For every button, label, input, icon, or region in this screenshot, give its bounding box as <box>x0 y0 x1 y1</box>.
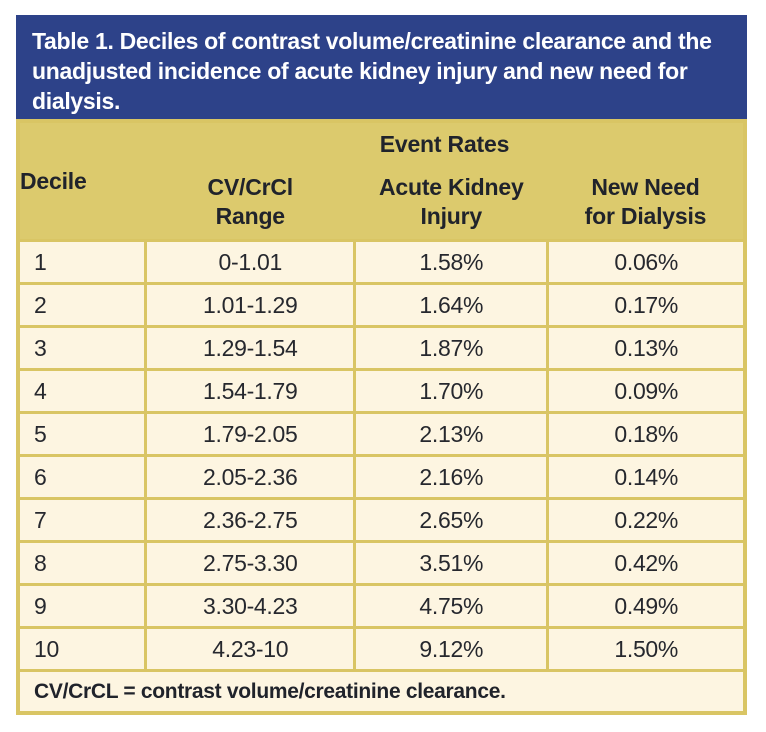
table-footnote: CV/CrCL = contrast volume/creatinine cle… <box>16 669 747 715</box>
decile-cell: 10 <box>16 626 148 672</box>
decile-cell: 8 <box>16 540 148 586</box>
table-row: 5 1.79-2.05 2.13% 0.18% <box>16 411 747 457</box>
group-header-row: Decile Event Rates <box>18 121 745 241</box>
footnote-row: CV/CrCL = contrast volume/creatinine cle… <box>16 669 747 715</box>
decile-cell: 2 <box>16 282 148 328</box>
dialysis-cell: 0.14% <box>546 454 747 500</box>
table-row: 1 0-1.01 1.58% 0.06% <box>16 239 747 285</box>
table-row: 6 2.05-2.36 2.16% 0.14% <box>16 454 747 500</box>
aki-cell: 2.16% <box>353 454 550 500</box>
range-cell: 1.29-1.54 <box>144 325 357 371</box>
dialysis-cell: 0.13% <box>546 325 747 371</box>
decile-cell: 3 <box>16 325 148 371</box>
dialysis-cell: 0.06% <box>546 239 747 285</box>
dialysis-cell: 0.09% <box>546 368 747 414</box>
range-cell: 2.36-2.75 <box>144 497 357 543</box>
aki-cell: 1.87% <box>353 325 550 371</box>
table-row: 3 1.29-1.54 1.87% 0.13% <box>16 325 747 371</box>
col-header-decile: Decile <box>18 121 146 241</box>
column-header-row: CV/CrCl Range Acute Kidney Injury New Ne… <box>18 165 745 241</box>
range-cell: 3.30-4.23 <box>144 583 357 629</box>
decile-cell: 9 <box>16 583 148 629</box>
table-footer: CV/CrCL = contrast volume/creatinine cle… <box>16 669 747 715</box>
dialysis-cell: 0.17% <box>546 282 747 328</box>
table-row: 9 3.30-4.23 4.75% 0.49% <box>16 583 747 629</box>
decile-cell: 4 <box>16 368 148 414</box>
col-header-new-need-for-dialysis: New Need for Dialysis <box>547 165 745 241</box>
aki-cell: 1.70% <box>353 368 550 414</box>
range-cell: 0-1.01 <box>144 239 357 285</box>
table-figure: Table 1. Deciles of contrast volume/crea… <box>16 15 747 715</box>
range-cell: 1.54-1.79 <box>144 368 357 414</box>
aki-cell: 2.65% <box>353 497 550 543</box>
table-body: 1 0-1.01 1.58% 0.06% 2 1.01-1.29 1.64% 0… <box>16 239 747 672</box>
range-cell: 2.05-2.36 <box>144 454 357 500</box>
dialysis-cell: 0.18% <box>546 411 747 457</box>
range-cell: 4.23-10 <box>144 626 357 672</box>
table-row: 2 1.01-1.29 1.64% 0.17% <box>16 282 747 328</box>
dialysis-cell: 1.50% <box>546 626 747 672</box>
range-cell: 2.75-3.30 <box>144 540 357 586</box>
decile-table: Decile Event Rates CV/CrCl Range Acute K… <box>16 119 747 715</box>
decile-cell: 5 <box>16 411 148 457</box>
table-header: Decile Event Rates CV/CrCl Range Acute K… <box>18 121 745 241</box>
dialysis-cell: 0.22% <box>546 497 747 543</box>
col-header-cv-crcl-range: CV/CrCl Range <box>145 165 355 241</box>
table-row: 8 2.75-3.30 3.51% 0.42% <box>16 540 747 586</box>
decile-cell: 1 <box>16 239 148 285</box>
dialysis-cell: 0.49% <box>546 583 747 629</box>
aki-cell: 2.13% <box>353 411 550 457</box>
decile-cell: 6 <box>16 454 148 500</box>
range-cell: 1.79-2.05 <box>144 411 357 457</box>
table-row: 7 2.36-2.75 2.65% 0.22% <box>16 497 747 543</box>
table-row: 4 1.54-1.79 1.70% 0.09% <box>16 368 747 414</box>
table-row: 10 4.23-10 9.12% 1.50% <box>16 626 747 672</box>
col-header-acute-kidney-injury: Acute Kidney Injury <box>354 165 548 241</box>
decile-cell: 7 <box>16 497 148 543</box>
dialysis-cell: 0.42% <box>546 540 747 586</box>
table-title: Table 1. Deciles of contrast volume/crea… <box>16 15 747 119</box>
aki-cell: 1.64% <box>353 282 550 328</box>
aki-cell: 1.58% <box>353 239 550 285</box>
aki-cell: 9.12% <box>353 626 550 672</box>
range-cell: 1.01-1.29 <box>144 282 357 328</box>
aki-cell: 3.51% <box>353 540 550 586</box>
group-header-event-rates: Event Rates <box>145 121 745 165</box>
aki-cell: 4.75% <box>353 583 550 629</box>
